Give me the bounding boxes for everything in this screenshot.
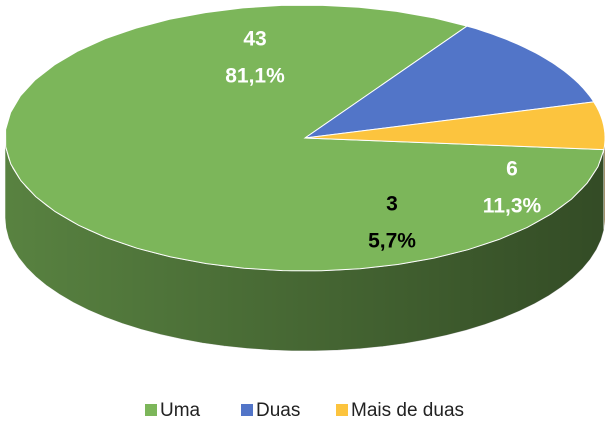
slice <box>304 25 595 139</box>
legend-label: Mais de duas <box>351 400 464 421</box>
slice <box>5 4 605 272</box>
legend-swatch <box>145 404 157 416</box>
data-label: 43 <box>243 28 266 51</box>
data-label: 6 <box>506 158 518 181</box>
legend-swatch <box>241 404 253 416</box>
data-label: 3 <box>386 193 398 216</box>
legend-label: Uma <box>160 400 201 421</box>
percent-label: 5,7% <box>368 230 416 253</box>
percent-label: 81,1% <box>225 65 285 88</box>
slice-side-shade <box>5 138 604 351</box>
legend-label: Duas <box>256 400 300 421</box>
legend-swatch <box>336 404 348 416</box>
percent-label: 11,3% <box>483 195 542 218</box>
